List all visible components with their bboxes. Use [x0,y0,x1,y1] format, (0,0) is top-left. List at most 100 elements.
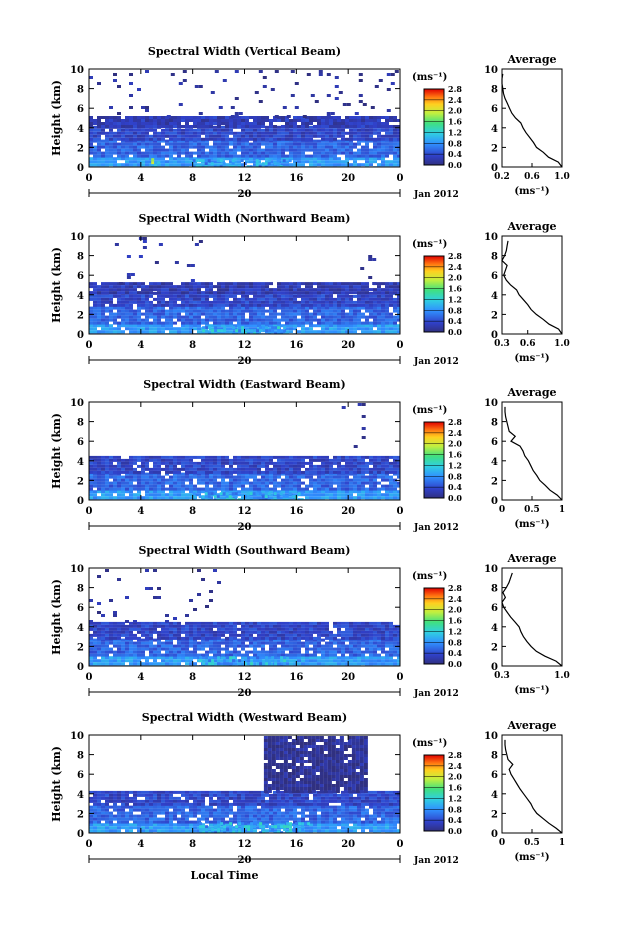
heatmap-cell [141,496,145,500]
heatmap-cell [193,131,197,135]
heatmap-cell [385,458,389,462]
heatmap-cell [373,119,377,122]
heatmap-hotspot [249,498,253,500]
heatmap-hotspot [256,329,260,333]
heatmap-cell [217,493,221,497]
heatmap-cell [349,282,353,286]
heatmap-cell [385,496,389,500]
heatmap-cell [285,285,289,289]
heatmap-cell [337,461,341,465]
heatmap-cell [157,291,161,295]
heatmap-cell [205,157,209,161]
heatmap-cell [169,312,173,316]
heatmap-cell [289,470,293,474]
heatmap-cell [217,300,221,304]
heatmap-cell [97,119,101,122]
heatmap-cell [225,137,229,141]
heatmap-cell [393,641,397,645]
heatmap-cell [137,137,141,141]
heatmap-cell [353,464,357,468]
heatmap-cell [277,481,281,485]
heatmap-hotspot [300,498,304,500]
heatmap-hotspot [264,495,268,499]
heatmap-cell [165,291,169,295]
heatmap-cell [121,464,125,468]
heatmap-cell [337,148,341,152]
heatmap-cell [365,662,369,666]
heatmap-cell [321,638,325,642]
heatmap-cell [89,160,93,164]
heatmap-cell [213,306,217,310]
heatmap-cell [281,470,285,474]
heatmap-cell [397,306,400,310]
heatmap-cell [137,282,141,286]
heatmap-cell [169,464,173,468]
heatmap-cell [381,464,385,468]
heatmap-cell [133,644,137,648]
heatmap-cell [357,285,361,289]
heatmap-cell [317,458,321,462]
heatmap-cell [121,297,125,301]
heatmap-cell [313,160,317,164]
heatmap-cell [217,324,221,328]
heatmap-cell [145,303,149,307]
heatmap-cell [385,142,389,146]
heatmap-cell [221,475,225,479]
heatmap-cell [173,163,177,167]
heatmap-hotspot [241,329,245,333]
heatmap-cell [329,137,333,141]
heatmap-cell [225,455,229,459]
heatmap-cell [213,324,217,328]
heatmap-cell [261,644,265,648]
heatmap-cell [126,273,131,276]
heatmap-cell [301,282,305,286]
heatmap-cell [221,142,225,146]
heatmap-cell [333,455,337,459]
heatmap-cell [317,125,321,128]
heatmap-cell [141,163,145,167]
heatmap-cell [285,464,289,468]
heatmap-cell [361,644,365,648]
heatmap-cell [233,461,237,465]
heatmap-cell [161,484,165,488]
heatmap-cell [273,484,277,488]
heatmap-cell [270,88,275,91]
heatmap-cell [349,119,353,122]
heatmap-cell [169,303,173,307]
heatmap-cell [233,131,237,135]
heatmap-cell [361,478,365,482]
heatmap-cell [229,119,233,122]
heatmap-cell [121,487,125,491]
heatmap-cell [89,306,93,310]
heatmap-cell [369,490,373,494]
heatmap-hotspot [198,165,202,167]
heatmap-cell [113,330,117,334]
heatmap-cell [333,659,337,663]
day-label: 20 [238,189,252,200]
heatmap-cell [265,315,269,319]
heatmap-cell [125,300,129,304]
heatmap-cell [125,659,129,663]
heatmap-cell [313,318,317,322]
heatmap-cell [157,125,161,128]
heatmap-cell [353,659,357,663]
heatmap-cell [373,659,377,663]
heatmap-cell [129,647,133,651]
heatmap-cell [213,151,217,155]
avg-x-tick-label: 1.0 [554,172,570,182]
heatmap-cell [89,470,93,474]
heatmap-cell [165,134,169,138]
heatmap-cell [365,318,369,322]
heatmap-hotspot [273,162,277,166]
heatmap-cell [309,125,313,129]
heatmap-cell [93,145,97,149]
heatmap-cell [281,493,285,497]
heatmap-cell [169,659,173,663]
heatmap-cell [349,472,353,476]
heatmap-cell [189,481,193,485]
heatmap-cell [305,641,309,645]
heatmap-cell [277,139,281,143]
heatmap-cell [293,134,297,138]
heatmap-hotspot [157,161,161,165]
heatmap-cell [257,119,261,122]
